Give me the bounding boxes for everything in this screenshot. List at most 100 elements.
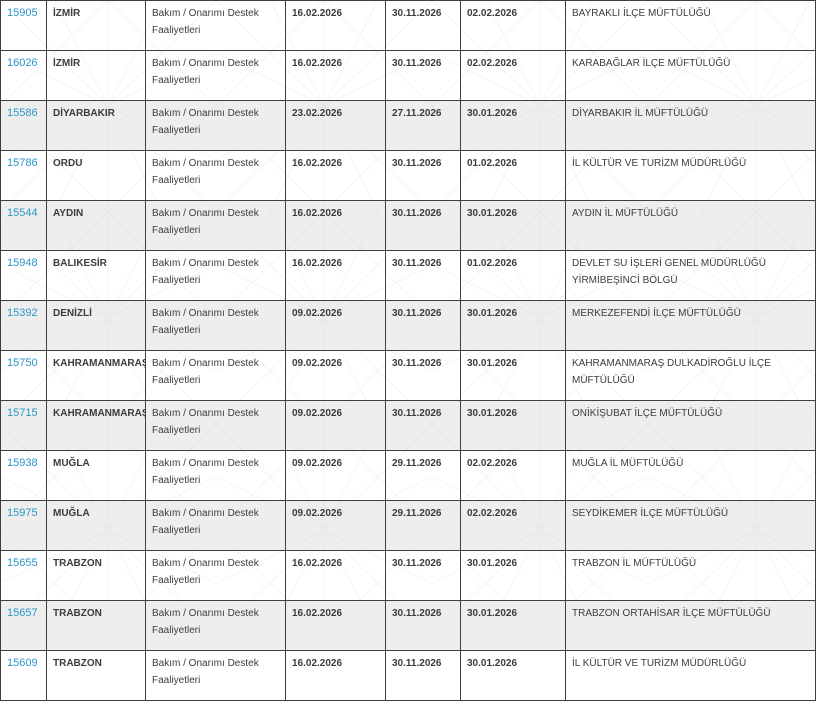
activity-cell: Bakım / Onarımı Destek Faaliyetleri xyxy=(145,550,286,601)
deadline-cell: 30.01.2026 xyxy=(460,550,566,601)
position-id-link[interactable]: 15392 xyxy=(7,307,38,319)
city-cell: KAHRAMANMARAŞ xyxy=(46,350,146,401)
activity-cell: Bakım / Onarımı Destek Faaliyetleri xyxy=(145,300,286,351)
city-cell: İZMİR xyxy=(46,50,146,101)
end-date-cell: 30.11.2026 xyxy=(385,600,461,651)
position-id-cell: 15975 xyxy=(0,500,47,551)
position-id-cell: 15715 xyxy=(0,400,47,451)
deadline-cell: 01.02.2026 xyxy=(460,250,566,301)
end-date-cell: 29.11.2026 xyxy=(385,500,461,551)
position-id-cell: 15392 xyxy=(0,300,47,351)
deadline-cell: 30.01.2026 xyxy=(460,100,566,151)
start-date-cell: 16.02.2026 xyxy=(285,0,386,51)
position-id-cell: 15750 xyxy=(0,350,47,401)
position-id-link[interactable]: 15905 xyxy=(7,7,38,19)
start-date-cell: 16.02.2026 xyxy=(285,200,386,251)
start-date-cell: 16.02.2026 xyxy=(285,550,386,601)
city-cell: TRABZON xyxy=(46,650,146,701)
deadline-cell: 30.01.2026 xyxy=(460,300,566,351)
table-row: 15544 AYDIN Bakım / Onarımı Destek Faali… xyxy=(0,200,816,251)
position-id-link[interactable]: 15655 xyxy=(7,557,38,569)
institution-cell: DİYARBAKIR İL MÜFTÜLÜĞÜ xyxy=(565,100,816,151)
activity-cell: Bakım / Onarımı Destek Faaliyetleri xyxy=(145,150,286,201)
table-row: 16026 İZMİR Bakım / Onarımı Destek Faali… xyxy=(0,50,816,101)
end-date-cell: 29.11.2026 xyxy=(385,450,461,501)
end-date-cell: 30.11.2026 xyxy=(385,350,461,401)
city-cell: KAHRAMANMARAŞ xyxy=(46,400,146,451)
start-date-cell: 16.02.2026 xyxy=(285,650,386,701)
deadline-cell: 01.02.2026 xyxy=(460,150,566,201)
city-cell: BALIKESİR xyxy=(46,250,146,301)
position-id-cell: 15544 xyxy=(0,200,47,251)
table-row: 15655 TRABZON Bakım / Onarımı Destek Faa… xyxy=(0,550,816,601)
institution-cell: MERKEZEFENDİ İLÇE MÜFTÜLÜĞÜ xyxy=(565,300,816,351)
end-date-cell: 30.11.2026 xyxy=(385,550,461,601)
position-id-cell: 15657 xyxy=(0,600,47,651)
end-date-cell: 30.11.2026 xyxy=(385,150,461,201)
city-cell: ORDU xyxy=(46,150,146,201)
institution-cell: DEVLET SU İŞLERİ GENEL MÜDÜRLÜĞÜ YİRMİBE… xyxy=(565,250,816,301)
position-id-cell: 15655 xyxy=(0,550,47,601)
position-id-link[interactable]: 15938 xyxy=(7,457,38,469)
table-row: 15609 TRABZON Bakım / Onarımı Destek Faa… xyxy=(0,650,816,701)
institution-cell: TRABZON İL MÜFTÜLÜĞÜ xyxy=(565,550,816,601)
position-id-cell: 15786 xyxy=(0,150,47,201)
position-id-cell: 15586 xyxy=(0,100,47,151)
table-row: 15975 MUĞLA Bakım / Onarımı Destek Faali… xyxy=(0,500,816,551)
start-date-cell: 16.02.2026 xyxy=(285,250,386,301)
table-row: 15948 BALIKESİR Bakım / Onarımı Destek F… xyxy=(0,250,816,301)
deadline-cell: 30.01.2026 xyxy=(460,600,566,651)
position-id-link[interactable]: 15750 xyxy=(7,357,38,369)
position-id-link[interactable]: 15786 xyxy=(7,157,38,169)
deadline-cell: 02.02.2026 xyxy=(460,500,566,551)
deadline-cell: 02.02.2026 xyxy=(460,50,566,101)
institution-cell: ONİKİŞUBAT İLÇE MÜFTÜLÜĞÜ xyxy=(565,400,816,451)
deadline-cell: 02.02.2026 xyxy=(460,0,566,51)
position-id-cell: 16026 xyxy=(0,50,47,101)
deadline-cell: 30.01.2026 xyxy=(460,650,566,701)
position-id-link[interactable]: 15948 xyxy=(7,257,38,269)
city-cell: AYDIN xyxy=(46,200,146,251)
institution-cell: SEYDİKEMER İLÇE MÜFTÜLÜĞÜ xyxy=(565,500,816,551)
table-row: 15750 KAHRAMANMARAŞ Bakım / Onarımı Dest… xyxy=(0,350,816,401)
position-id-link[interactable]: 15609 xyxy=(7,657,38,669)
deadline-cell: 30.01.2026 xyxy=(460,200,566,251)
start-date-cell: 16.02.2026 xyxy=(285,50,386,101)
institution-cell: İL KÜLTÜR VE TURİZM MÜDÜRLÜĞÜ xyxy=(565,150,816,201)
end-date-cell: 30.11.2026 xyxy=(385,300,461,351)
activity-cell: Bakım / Onarımı Destek Faaliyetleri xyxy=(145,200,286,251)
end-date-cell: 30.11.2026 xyxy=(385,400,461,451)
start-date-cell: 09.02.2026 xyxy=(285,300,386,351)
table-row: 15715 KAHRAMANMARAŞ Bakım / Onarımı Dest… xyxy=(0,400,816,451)
position-id-cell: 15905 xyxy=(0,0,47,51)
city-cell: TRABZON xyxy=(46,550,146,601)
table-row: 15392 DENİZLİ Bakım / Onarımı Destek Faa… xyxy=(0,300,816,351)
city-cell: İZMİR xyxy=(46,0,146,51)
city-cell: TRABZON xyxy=(46,600,146,651)
start-date-cell: 16.02.2026 xyxy=(285,600,386,651)
position-id-cell: 15948 xyxy=(0,250,47,301)
city-cell: DENİZLİ xyxy=(46,300,146,351)
activity-cell: Bakım / Onarımı Destek Faaliyetleri xyxy=(145,350,286,401)
position-id-link[interactable]: 15586 xyxy=(7,107,38,119)
position-id-link[interactable]: 16026 xyxy=(7,57,38,69)
position-id-link[interactable]: 15715 xyxy=(7,407,38,419)
position-id-link[interactable]: 15975 xyxy=(7,507,38,519)
end-date-cell: 30.11.2026 xyxy=(385,200,461,251)
table-row: 15586 DİYARBAKIR Bakım / Onarımı Destek … xyxy=(0,100,816,151)
activity-cell: Bakım / Onarımı Destek Faaliyetleri xyxy=(145,100,286,151)
start-date-cell: 09.02.2026 xyxy=(285,500,386,551)
deadline-cell: 30.01.2026 xyxy=(460,400,566,451)
institution-cell: AYDIN İL MÜFTÜLÜĞÜ xyxy=(565,200,816,251)
city-cell: MUĞLA xyxy=(46,450,146,501)
start-date-cell: 09.02.2026 xyxy=(285,450,386,501)
institution-cell: İL KÜLTÜR VE TURİZM MÜDÜRLÜĞÜ xyxy=(565,650,816,701)
activity-cell: Bakım / Onarımı Destek Faaliyetleri xyxy=(145,50,286,101)
position-id-cell: 15938 xyxy=(0,450,47,501)
activity-cell: Bakım / Onarımı Destek Faaliyetleri xyxy=(145,250,286,301)
position-id-link[interactable]: 15657 xyxy=(7,607,38,619)
city-cell: MUĞLA xyxy=(46,500,146,551)
position-id-link[interactable]: 15544 xyxy=(7,207,38,219)
end-date-cell: 30.11.2026 xyxy=(385,0,461,51)
